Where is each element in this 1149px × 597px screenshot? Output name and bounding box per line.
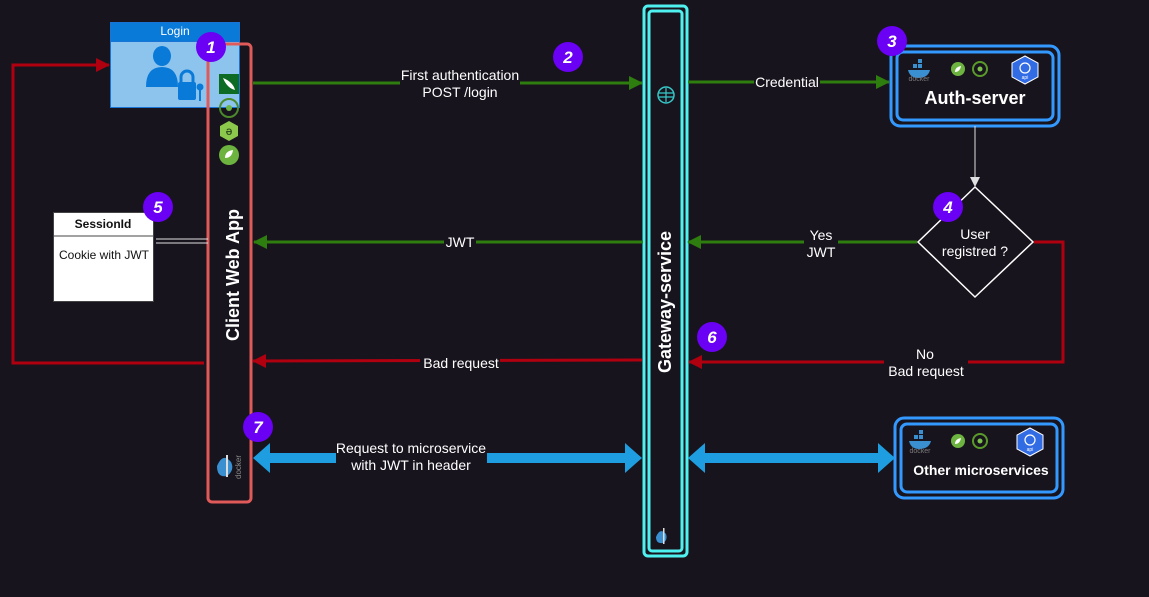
svg-text:7: 7 (253, 418, 264, 437)
svg-text:docker: docker (909, 448, 931, 455)
auth-server[interactable]: Auth-server docker api (889, 44, 1061, 128)
kubernetes-icon: api (1011, 55, 1039, 85)
arrow-first-authentication: First authentication POST /login (253, 64, 643, 102)
step-badge: 6 (697, 322, 727, 352)
docker-icon: docker (908, 59, 930, 83)
arrow-bad-request: Bad request (252, 352, 643, 371)
svg-text:First authentication: First authentication (401, 67, 519, 83)
arrow-gateway-other (688, 443, 895, 473)
svg-text:Ә: Ә (226, 127, 233, 137)
spring-icon (951, 62, 965, 76)
docker-icon: docker (217, 455, 243, 479)
svg-text:No: No (916, 346, 934, 362)
svg-text:Credential: Credential (755, 74, 819, 90)
svg-text:2: 2 (562, 48, 573, 67)
step-badge: 1 (196, 32, 226, 62)
gateway-title: Gateway-service (655, 231, 675, 373)
spring-icon (951, 434, 965, 448)
svg-text:Bad request: Bad request (888, 363, 964, 379)
arrow-back-to-login (11, 58, 204, 365)
svg-text:3: 3 (887, 32, 897, 51)
step-badge: 4 (933, 192, 963, 222)
decision-user-registered: User registred ? (916, 185, 1035, 299)
step-badge: 2 (553, 42, 583, 72)
svg-text:JWT: JWT (807, 244, 836, 260)
session-store: SessionId Cookie with JWT (53, 212, 208, 302)
svg-text:POST /login: POST /login (422, 84, 497, 100)
other-title: Other microservices (913, 462, 1049, 478)
svg-text:4: 4 (942, 198, 953, 217)
gateway-service[interactable]: Gateway-service (642, 4, 689, 558)
svg-text:api: api (1022, 75, 1029, 81)
svg-text:Bad request: Bad request (423, 355, 499, 371)
actuator-icon (972, 61, 988, 77)
svg-text:6: 6 (707, 328, 717, 347)
kubernetes-icon: api (1016, 427, 1044, 457)
arrow-no-bad-request: No Bad request (688, 240, 1065, 380)
arrow-credential: Credential (688, 73, 890, 91)
docker-icon: docker (909, 430, 931, 455)
decision-line1: User (960, 226, 990, 242)
arrow-request-microservice: Request to microservice with JWT in head… (253, 438, 642, 476)
svg-text:JWT: JWT (446, 234, 475, 250)
docker-icon (656, 528, 667, 544)
arrow-yes-jwt: Yes JWT (687, 226, 917, 262)
actuator-icon (972, 433, 988, 449)
client-tech-icons: Ә (219, 74, 239, 165)
client-web-app[interactable]: Client Web App Ә docker (206, 42, 253, 504)
gateway-icon (657, 86, 675, 104)
svg-text:with JWT in header: with JWT in header (350, 457, 471, 473)
step-badge: 5 (143, 192, 173, 222)
user-lock-icon (146, 46, 204, 101)
svg-text:1: 1 (206, 38, 215, 57)
svg-text:docker: docker (234, 455, 243, 479)
svg-text:Yes: Yes (810, 227, 833, 243)
svg-text:api: api (1027, 447, 1034, 453)
svg-text:5: 5 (153, 198, 163, 217)
svg-text:Request to microservice: Request to microservice (336, 440, 486, 456)
svg-text:docker: docker (908, 76, 930, 83)
decision-line2: registred ? (942, 243, 1008, 259)
step-badge: 3 (877, 26, 907, 56)
arrow-jwt: JWT (253, 233, 643, 251)
login-title: Login (160, 24, 189, 38)
client-title: Client Web App (223, 209, 243, 341)
session-body: Cookie with JWT (59, 248, 150, 262)
other-microservices[interactable]: Other microservices docker api (893, 416, 1065, 500)
step-badge: 7 (243, 412, 273, 442)
session-header: SessionId (75, 217, 132, 231)
auth-title: Auth-server (924, 88, 1025, 108)
